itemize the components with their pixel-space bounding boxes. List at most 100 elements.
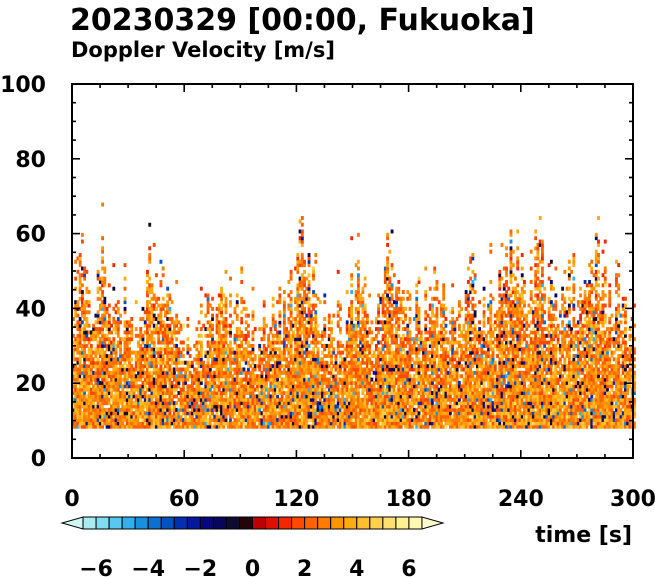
heatmap-cell: [76, 333, 80, 338]
heatmap-cell: [332, 414, 336, 419]
heatmap-cell: [312, 370, 315, 375]
heatmap-cell: [155, 377, 158, 382]
heatmap-cell: [89, 424, 93, 429]
heatmap-cell: [379, 421, 383, 426]
heatmap-cell: [267, 387, 271, 392]
heatmap-cell: [226, 347, 230, 352]
heatmap-cell: [80, 380, 84, 385]
heatmap-cell: [148, 283, 152, 288]
heatmap-cell: [89, 377, 93, 382]
heatmap-cell: [159, 330, 163, 335]
heatmap-cell: [141, 417, 145, 422]
heatmap-cell: [222, 317, 226, 321]
heatmap-cell: [332, 404, 336, 409]
heatmap-cell: [350, 337, 354, 342]
heatmap-cell: [213, 414, 217, 419]
heatmap-cell: [123, 337, 127, 342]
heatmap-cell: [345, 340, 349, 345]
heatmap-cell: [146, 364, 149, 369]
heatmap-cell: [377, 357, 381, 362]
heatmap-cell: [303, 279, 306, 284]
heatmap-cell: [166, 414, 170, 419]
heatmap-cell: [350, 333, 354, 338]
heatmap-cell: [267, 364, 271, 369]
heatmap-cell: [224, 303, 228, 308]
heatmap-cell: [112, 367, 116, 372]
heatmap-cell: [119, 354, 122, 358]
heatmap-cell: [316, 340, 320, 345]
heatmap-cell: [298, 300, 302, 305]
heatmap-cell: [233, 380, 237, 385]
heatmap-cell: [296, 404, 300, 409]
heatmap-cell: [238, 401, 241, 406]
heatmap-cell: [406, 417, 410, 422]
heatmap-cell: [271, 397, 275, 402]
heatmap-cell: [170, 360, 174, 365]
heatmap-cell: [278, 293, 282, 298]
heatmap-cell: [242, 306, 246, 311]
heatmap-cell: [417, 327, 421, 332]
heatmap-cell: [137, 404, 140, 409]
heatmap-cell: [134, 357, 138, 362]
heatmap-cell: [242, 394, 246, 399]
heatmap-cell: [85, 411, 89, 416]
heatmap-cell: [435, 333, 439, 338]
heatmap-cell: [146, 387, 149, 392]
heatmap-cell: [186, 417, 190, 422]
heatmap-cell: [256, 394, 259, 399]
heatmap-cell: [307, 333, 311, 338]
heatmap-cell: [199, 310, 203, 315]
heatmap-cell: [350, 273, 354, 278]
heatmap-cell: [296, 407, 300, 412]
heatmap-cell: [431, 367, 434, 372]
heatmap-cell: [379, 417, 383, 422]
heatmap-cell: [170, 337, 174, 342]
heatmap-cell: [399, 367, 403, 372]
heatmap-cell: [186, 350, 190, 355]
heatmap-cell: [361, 397, 365, 402]
heatmap-cell: [370, 407, 374, 412]
heatmap-cell: [119, 350, 122, 355]
heatmap-cell: [307, 306, 311, 311]
heatmap-cell: [220, 367, 223, 372]
heatmap-cell: [177, 414, 181, 419]
heatmap-cell: [251, 394, 255, 399]
heatmap-cell: [253, 387, 257, 392]
heatmap-cell: [168, 364, 172, 369]
heatmap-cell: [226, 370, 230, 375]
heatmap-cell: [276, 391, 280, 396]
heatmap-cell: [345, 421, 349, 426]
heatmap-cell: [410, 343, 414, 348]
heatmap-cell: [269, 401, 273, 406]
heatmap-cell: [161, 367, 165, 372]
heatmap-cell: [114, 310, 118, 315]
heatmap-cell: [298, 370, 302, 375]
heatmap-cell: [388, 411, 392, 416]
heatmap-cell: [208, 397, 212, 402]
heatmap-cell: [278, 354, 282, 358]
heatmap-cell: [148, 276, 152, 281]
heatmap-cell: [339, 370, 342, 375]
heatmap-cell: [220, 296, 223, 301]
heatmap-cell: [289, 333, 293, 338]
heatmap-cell: [101, 323, 105, 328]
heatmap-cell: [251, 414, 255, 419]
heatmap-cell: [307, 296, 311, 301]
heatmap-cell: [101, 313, 105, 318]
heatmap-cell: [327, 411, 331, 416]
heatmap-cell: [372, 387, 376, 392]
heatmap-cell: [390, 407, 394, 412]
heatmap-cell: [314, 384, 318, 389]
heatmap-cell: [392, 404, 396, 409]
heatmap-cell: [168, 397, 172, 402]
heatmap-cell: [247, 407, 250, 412]
heatmap-cell: [381, 323, 385, 328]
heatmap-cell: [74, 404, 78, 409]
heatmap-cell: [433, 313, 437, 318]
heatmap-cell: [388, 414, 392, 419]
heatmap-cell: [359, 367, 363, 372]
heatmap-cell: [80, 310, 84, 315]
heatmap-cell: [220, 300, 223, 305]
heatmap-cell: [157, 367, 161, 372]
heatmap-cell: [83, 384, 87, 389]
